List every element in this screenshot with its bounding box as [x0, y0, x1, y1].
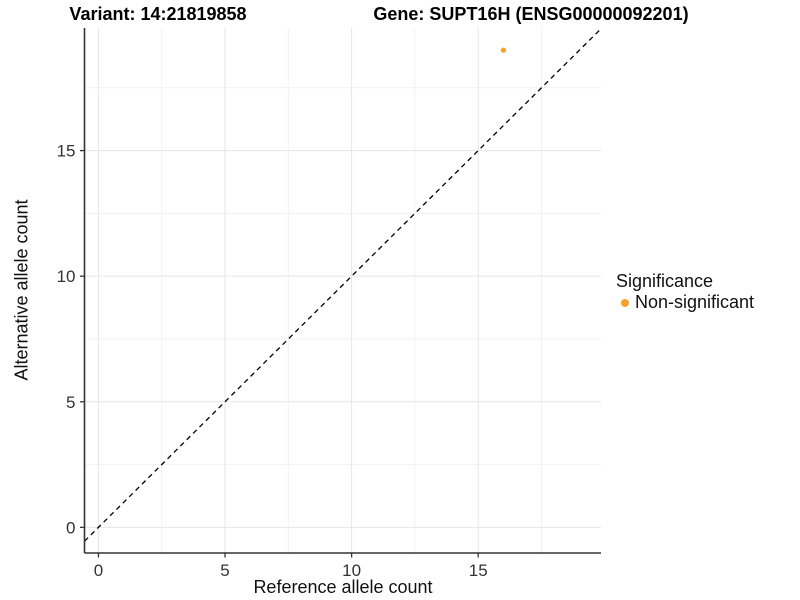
legend-point-icon [621, 298, 629, 307]
y-tick-label: 5 [66, 393, 75, 412]
legend-item-non-significant: Non-significant [616, 292, 754, 313]
y-axis-title: Alternative allele count [11, 199, 32, 381]
x-tick-label: 0 [94, 561, 103, 580]
identity-line [84, 28, 602, 542]
y-tick-label: 10 [57, 267, 76, 286]
y-tick-label: 0 [66, 518, 75, 537]
legend-title: Significance [616, 271, 714, 291]
x-axis-title: Reference allele count [253, 577, 433, 597]
legend: Significance Non-significant [616, 271, 754, 313]
data-point [500, 47, 507, 53]
x-tick-label: 5 [220, 561, 229, 580]
x-tick-label: 10 [342, 561, 361, 580]
y-tick-label: 15 [57, 142, 76, 161]
variant-title: Variant: 14:21819858 [69, 4, 247, 24]
legend-item-label: Non-significant [635, 292, 755, 312]
gene-title: Gene: SUPT16H (ENSG00000092201) [373, 4, 689, 24]
x-tick-label: 15 [469, 561, 488, 580]
